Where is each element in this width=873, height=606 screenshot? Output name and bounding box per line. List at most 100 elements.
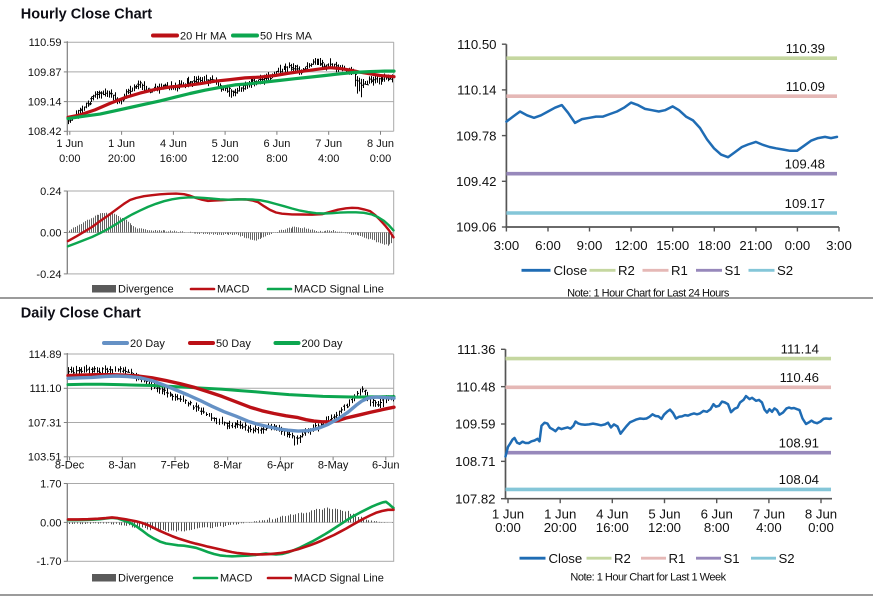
svg-text:50 Hrs MA: 50 Hrs MA	[260, 31, 313, 43]
svg-text:109.42: 109.42	[456, 174, 496, 189]
svg-text:7 Jun: 7 Jun	[753, 506, 785, 521]
svg-text:Daily Close Chart: Daily Close Chart	[21, 306, 141, 322]
svg-text:8 Jun: 8 Jun	[367, 138, 394, 150]
svg-text:6-Apr: 6-Apr	[267, 460, 294, 472]
svg-text:3:00: 3:00	[494, 238, 520, 253]
svg-text:Note: 1 Hour Chart for Last 1: Note: 1 Hour Chart for Last 1 Week	[570, 572, 726, 584]
svg-text:108.71: 108.71	[455, 454, 495, 469]
svg-text:107.82: 107.82	[455, 491, 495, 506]
svg-text:109.17: 109.17	[785, 196, 825, 211]
svg-text:8-Jan: 8-Jan	[109, 460, 137, 472]
svg-text:16:00: 16:00	[596, 520, 629, 535]
svg-text:R2: R2	[614, 551, 631, 566]
svg-text:20:00: 20:00	[108, 153, 136, 165]
svg-text:9:00: 9:00	[577, 238, 603, 253]
svg-text:110.39: 110.39	[786, 41, 825, 56]
svg-text:20 Day: 20 Day	[130, 338, 165, 350]
svg-text:110.59: 110.59	[29, 37, 62, 49]
svg-text:Note: 1 Hour Chart for Last 24: Note: 1 Hour Chart for Last 24 Hours	[567, 287, 730, 299]
svg-text:-1.70: -1.70	[36, 556, 61, 568]
svg-text:7-Feb: 7-Feb	[161, 460, 190, 472]
svg-text:200 Day: 200 Day	[302, 338, 343, 350]
svg-text:108.04: 108.04	[779, 472, 819, 487]
svg-text:114.89: 114.89	[29, 349, 62, 361]
svg-text:4:00: 4:00	[318, 153, 339, 165]
svg-text:8 Jun: 8 Jun	[805, 506, 837, 521]
svg-text:Close: Close	[549, 551, 583, 566]
svg-text:0.00: 0.00	[40, 517, 61, 529]
svg-text:109.87: 109.87	[28, 67, 62, 79]
svg-text:8:00: 8:00	[704, 520, 730, 535]
svg-text:109.06: 109.06	[456, 220, 496, 235]
svg-text:MACD Signal Line: MACD Signal Line	[294, 573, 384, 585]
svg-text:0:00: 0:00	[370, 153, 391, 165]
svg-text:108.91: 108.91	[779, 436, 819, 451]
svg-text:6-Jun: 6-Jun	[372, 460, 400, 472]
svg-text:110.46: 110.46	[780, 370, 819, 385]
svg-text:111.10: 111.10	[29, 383, 61, 395]
svg-text:109.48: 109.48	[785, 157, 825, 172]
svg-text:S1: S1	[724, 551, 740, 566]
svg-text:1 Jun: 1 Jun	[108, 138, 135, 150]
svg-text:109.59: 109.59	[455, 417, 495, 432]
svg-text:8:00: 8:00	[266, 153, 287, 165]
svg-text:8-May: 8-May	[318, 460, 349, 472]
svg-text:5 Jun: 5 Jun	[648, 506, 680, 521]
svg-text:15:00: 15:00	[656, 238, 689, 253]
svg-text:6:00: 6:00	[535, 238, 561, 253]
svg-text:111.36: 111.36	[457, 342, 495, 357]
svg-text:0.24: 0.24	[40, 186, 61, 198]
svg-text:110.50: 110.50	[457, 37, 496, 52]
svg-text:0:00: 0:00	[785, 238, 811, 253]
svg-text:108.42: 108.42	[28, 126, 62, 138]
svg-text:0.00: 0.00	[40, 227, 61, 239]
svg-text:110.14: 110.14	[457, 83, 496, 98]
svg-text:1 Jun: 1 Jun	[544, 506, 576, 521]
svg-text:R1: R1	[671, 263, 688, 278]
svg-text:6 Jun: 6 Jun	[263, 138, 290, 150]
svg-text:18:00: 18:00	[698, 238, 731, 253]
svg-text:Divergence: Divergence	[118, 573, 174, 585]
svg-text:4 Jun: 4 Jun	[160, 138, 187, 150]
svg-text:110.09: 110.09	[786, 79, 825, 94]
svg-text:3:00: 3:00	[826, 238, 852, 253]
svg-text:111.14: 111.14	[781, 341, 819, 356]
svg-text:103.51: 103.51	[28, 452, 62, 464]
svg-text:8-Mar: 8-Mar	[213, 460, 242, 472]
svg-text:1 Jun: 1 Jun	[492, 506, 524, 521]
svg-text:4:00: 4:00	[756, 520, 782, 535]
svg-text:107.31: 107.31	[28, 417, 62, 429]
svg-text:MACD Signal Line: MACD Signal Line	[294, 284, 384, 296]
svg-text:-0.24: -0.24	[36, 269, 61, 281]
svg-text:12:00: 12:00	[648, 520, 681, 535]
svg-text:8-Dec: 8-Dec	[55, 460, 85, 472]
svg-text:109.78: 109.78	[456, 128, 496, 143]
svg-text:7 Jun: 7 Jun	[315, 138, 342, 150]
svg-text:S2: S2	[779, 551, 795, 566]
svg-text:16:00: 16:00	[160, 153, 188, 165]
svg-text:21:00: 21:00	[739, 238, 772, 253]
svg-text:S1: S1	[725, 263, 741, 278]
svg-text:0:00: 0:00	[808, 520, 834, 535]
svg-text:5 Jun: 5 Jun	[212, 138, 239, 150]
svg-text:4 Jun: 4 Jun	[596, 506, 628, 521]
svg-text:0:00: 0:00	[495, 520, 521, 535]
svg-text:12:00: 12:00	[211, 153, 239, 165]
svg-text:Close: Close	[554, 263, 588, 278]
svg-text:20 Hr MA: 20 Hr MA	[180, 31, 227, 43]
svg-text:1.70: 1.70	[40, 478, 61, 490]
svg-text:Hourly Close Chart: Hourly Close Chart	[21, 7, 152, 23]
svg-text:109.14: 109.14	[28, 97, 62, 109]
svg-text:MACD: MACD	[217, 284, 249, 296]
svg-text:50 Day: 50 Day	[216, 338, 251, 350]
svg-text:20:00: 20:00	[544, 520, 577, 535]
svg-text:Divergence: Divergence	[118, 284, 174, 296]
svg-text:R2: R2	[618, 263, 635, 278]
svg-text:110.48: 110.48	[456, 379, 495, 394]
svg-text:12:00: 12:00	[615, 238, 648, 253]
svg-text:1 Jun: 1 Jun	[56, 138, 83, 150]
svg-text:R1: R1	[669, 551, 686, 566]
svg-text:MACD: MACD	[220, 573, 252, 585]
svg-text:6 Jun: 6 Jun	[701, 506, 733, 521]
svg-text:0:00: 0:00	[59, 153, 80, 165]
